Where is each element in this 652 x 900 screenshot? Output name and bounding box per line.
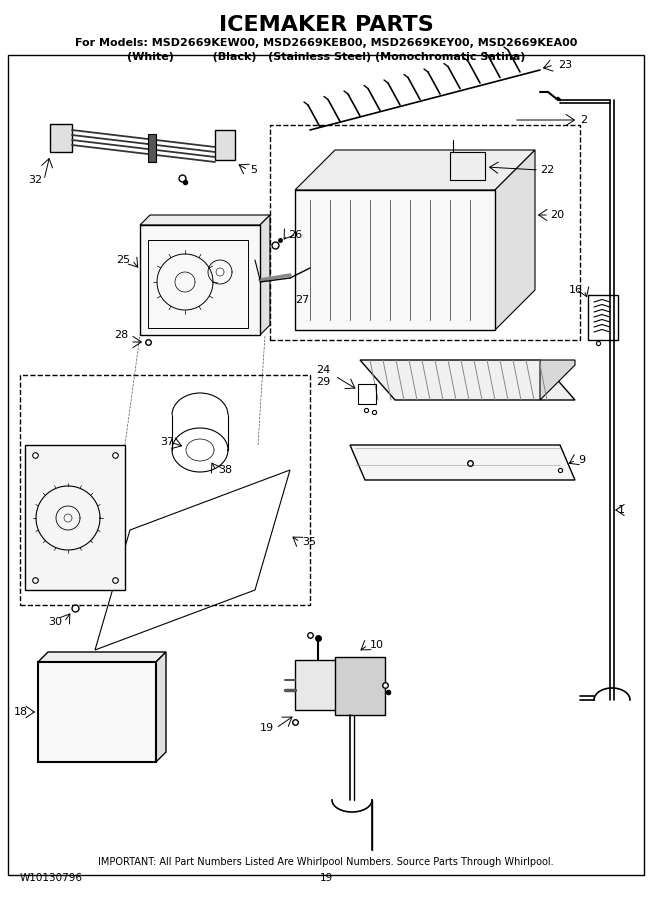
Text: 16: 16 [569,285,583,295]
Polygon shape [156,652,166,762]
Text: 18: 18 [14,707,28,717]
Polygon shape [38,652,166,662]
Text: W10130796: W10130796 [20,873,83,883]
Bar [148,240,248,328]
Polygon shape [495,150,535,330]
Bar [38,662,156,762]
Text: 29: 29 [316,377,330,387]
Polygon shape [260,215,270,335]
Text: 20: 20 [550,210,564,220]
Text: 28: 28 [113,330,128,340]
Text: 32: 32 [28,175,42,185]
Text: IMPORTANT: All Part Numbers Listed Are Whirlpool Numbers. Source Parts Through W: IMPORTANT: All Part Numbers Listed Are W… [98,857,554,867]
Text: For Models: MSD2669KEW00, MSD2669KEB00, MSD2669KEY00, MSD2669KEA00: For Models: MSD2669KEW00, MSD2669KEB00, … [75,38,577,48]
Polygon shape [540,360,575,400]
Text: 23: 23 [558,60,572,70]
Text: 22: 22 [540,165,554,175]
Bar [270,125,580,340]
Text: 2: 2 [580,115,587,125]
Bar [140,225,260,335]
Text: 5: 5 [250,165,257,175]
Polygon shape [295,150,535,190]
Text: 10: 10 [370,640,384,650]
Text: 25: 25 [116,255,130,265]
Text: 26: 26 [288,230,302,240]
Polygon shape [350,445,575,480]
Text: 30: 30 [48,617,62,627]
Text: (White)          (Black)   (Stainless Steel) (Monochromatic Satina): (White) (Black) (Stainless Steel) (Monoc… [126,52,526,62]
Text: 38: 38 [218,465,232,475]
Bar [20,375,310,605]
Text: 27: 27 [295,295,309,305]
Bar [588,295,618,340]
Text: 35: 35 [302,537,316,547]
Bar [148,134,156,162]
Text: 9: 9 [578,455,585,465]
Bar [215,130,235,160]
Polygon shape [140,215,270,225]
Text: 19: 19 [319,873,333,883]
Bar [295,660,365,710]
Text: 24: 24 [316,365,330,375]
Text: ICEMAKER PARTS: ICEMAKER PARTS [218,15,434,35]
Bar [450,152,485,180]
Bar [335,657,385,715]
Polygon shape [360,360,575,400]
Bar [25,445,125,590]
Text: 37: 37 [160,437,174,447]
Bar [295,190,495,330]
Text: 1: 1 [618,505,625,515]
Bar [50,124,72,152]
Bar [358,384,376,404]
Text: 19: 19 [260,723,274,733]
